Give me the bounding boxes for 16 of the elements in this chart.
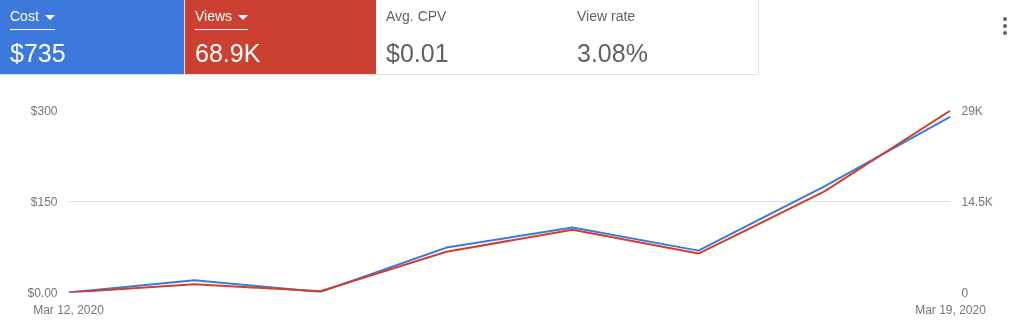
text: Views — [195, 6, 249, 30]
y2-tick-label: 0 — [961, 285, 969, 300]
text: Cost — [10, 6, 55, 30]
y-tick-label: $300 — [30, 103, 58, 118]
text: 3.08% — [577, 38, 648, 69]
text: View rate — [577, 7, 636, 26]
y-tick-label: $0.00 — [27, 285, 58, 300]
y2-tick-label: 29K — [961, 103, 983, 118]
text: Avg. CPV — [386, 7, 447, 26]
text: 68.9K — [195, 38, 261, 69]
y2-tick-label: 14.5K — [961, 194, 993, 209]
text: $0.01 — [386, 38, 449, 69]
y-tick-label: $150 — [30, 194, 58, 209]
x-tick-label: Mar 12, 2020 — [33, 302, 105, 317]
x-tick-label: Mar 19, 2020 — [915, 302, 987, 317]
text: $735 — [10, 38, 66, 69]
